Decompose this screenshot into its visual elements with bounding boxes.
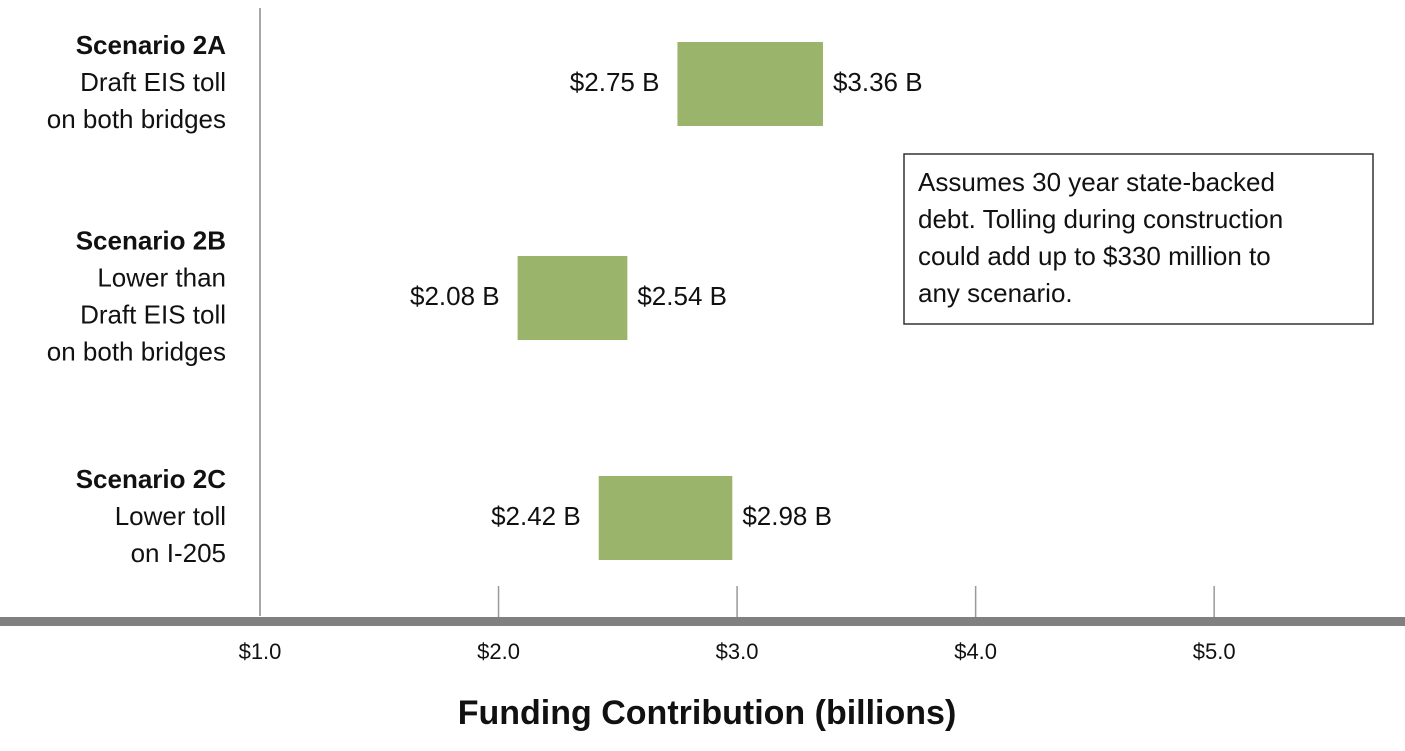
value-label: $2.75 B — [570, 67, 660, 97]
category-description: on I-205 — [131, 538, 226, 568]
bar — [598, 476, 733, 560]
bar — [517, 256, 628, 340]
bar — [677, 42, 823, 126]
x-axis-title: Funding Contribution (billions) — [458, 694, 957, 732]
annotation-text: debt. Tolling during construction — [918, 204, 1283, 234]
category-label: Scenario 2A — [76, 30, 227, 60]
value-label: $2.98 B — [742, 501, 832, 531]
annotation-text: any scenario. — [918, 278, 1073, 308]
annotation-text: Assumes 30 year state-backed — [918, 167, 1275, 197]
category-description: Draft EIS toll — [80, 299, 226, 329]
annotation-box — [903, 153, 1374, 325]
x-tick-label: $5.0 — [1193, 639, 1236, 664]
x-tick-label: $3.0 — [716, 639, 759, 664]
category-label: Scenario 2C — [76, 464, 227, 494]
category-description: Draft EIS toll — [80, 67, 226, 97]
category-description: Lower toll — [115, 501, 226, 531]
x-tick-label: $1.0 — [239, 639, 282, 664]
x-axis-line — [0, 617, 1405, 626]
annotation-text: could add up to $330 million to — [918, 241, 1271, 271]
category-label: Scenario 2B — [76, 225, 226, 255]
category-description: Lower than — [97, 262, 226, 292]
category-description: on both bridges — [47, 104, 226, 134]
value-label: $2.54 B — [637, 281, 727, 311]
value-label: $2.42 B — [491, 501, 581, 531]
value-label: $2.08 B — [410, 281, 500, 311]
value-label: $3.36 B — [833, 67, 923, 97]
x-tick-label: $4.0 — [954, 639, 997, 664]
category-description: on both bridges — [47, 336, 226, 366]
x-tick-label: $2.0 — [477, 639, 520, 664]
